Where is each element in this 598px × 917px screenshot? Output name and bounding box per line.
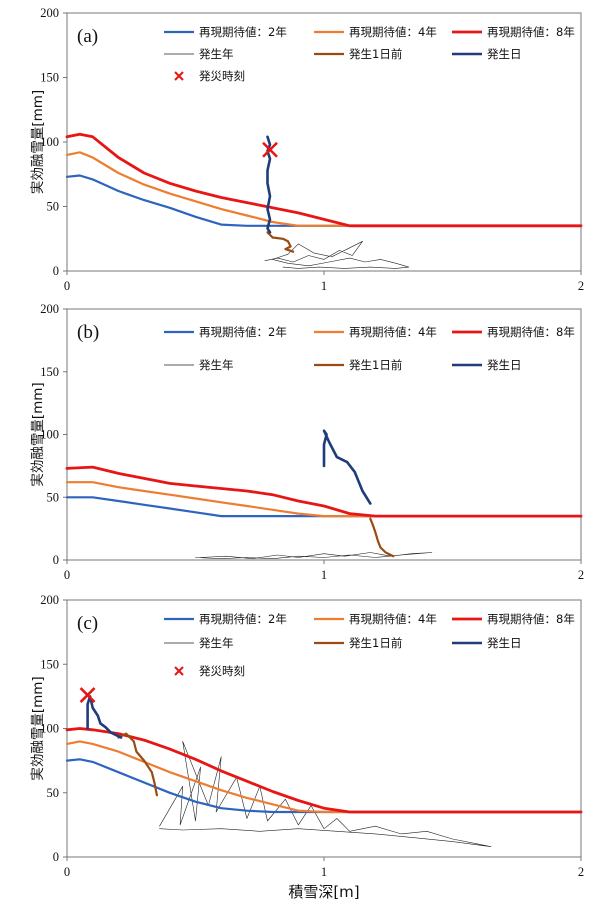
y-tick-label: 0 <box>53 553 59 567</box>
panel-label: (a) <box>77 26 98 47</box>
series-line-1 <box>65 481 583 518</box>
series-line-2 <box>65 132 583 228</box>
plot-frame <box>66 308 582 561</box>
legend-label: 発生1日前 <box>349 47 402 61</box>
y-tick-label: 150 <box>40 71 59 85</box>
legend-label: 発生日 <box>487 636 522 650</box>
disaster-time-marker <box>262 141 278 158</box>
y-tick-label: 50 <box>47 786 60 800</box>
x-tick-label: 0 <box>64 865 70 879</box>
legend-label: 再現期待値：2年 <box>199 325 287 339</box>
y-tick-label: 100 <box>40 428 59 442</box>
series-line-1 <box>65 151 583 227</box>
disaster-time-marker <box>79 687 96 704</box>
legend-label: 発災時刻 <box>199 69 245 83</box>
series-line-5 <box>86 695 123 739</box>
legend-label: 発生日 <box>487 358 522 372</box>
legend-label: 再現期待値：4年 <box>349 612 437 626</box>
x-tick-label: 2 <box>578 568 584 582</box>
y-tick-label: 150 <box>40 657 59 671</box>
y-axis-label: 実効融雪量[mm] <box>30 382 46 486</box>
legend-label: 発生日 <box>487 47 522 61</box>
marker-stroke <box>79 687 96 704</box>
x-tick-label: 0 <box>64 568 70 582</box>
series-line-4 <box>369 517 395 558</box>
panel-label: (c) <box>77 613 98 634</box>
legend-label: 発生1日前 <box>349 358 402 372</box>
series-line-3 <box>264 241 410 269</box>
y-tick-label: 200 <box>40 302 59 316</box>
x-tick-label: 2 <box>578 865 584 879</box>
series-line-3 <box>195 552 433 559</box>
y-tick-label: 200 <box>40 593 59 607</box>
chart-panel-c: 0 50 100 150 200 0 1 2 実効融雪量[mm] 積雪深[m] (c) 再現期待値：2… <box>30 593 584 901</box>
y-tick-label: 0 <box>53 264 59 278</box>
legend-swatch <box>174 666 184 676</box>
legend-label: 再現期待値：2年 <box>199 612 287 626</box>
legend-swatch <box>174 71 184 81</box>
series-line-0 <box>65 758 583 814</box>
y-tick-label: 150 <box>40 365 59 379</box>
x-axis-label: 積雪深[m] <box>288 883 359 901</box>
legend-label: 発生年 <box>199 358 234 372</box>
x-tick-label: 2 <box>578 279 584 293</box>
legend-label: 再現期待値：2年 <box>199 25 287 39</box>
series-line-5 <box>322 429 372 505</box>
series-line-4 <box>266 231 295 253</box>
series-line-3 <box>159 741 492 847</box>
x-tick-label: 0 <box>64 279 70 293</box>
y-tick-label: 100 <box>40 722 59 736</box>
panel-label: (b) <box>77 322 99 343</box>
y-axis-label: 実効融雪量[mm] <box>30 676 46 780</box>
legend-label: 発生年 <box>199 636 234 650</box>
legend-label: 発生1日前 <box>349 636 402 650</box>
y-axis-label: 実効融雪量[mm] <box>30 90 46 194</box>
y-tick-label: 0 <box>53 850 59 864</box>
legend-label: 発災時刻 <box>199 664 245 678</box>
series-line-2 <box>65 465 583 518</box>
x-tick-label: 1 <box>321 865 327 879</box>
legend-label: 再現期待値：8年 <box>487 25 575 39</box>
series-line-1 <box>65 740 583 814</box>
legend-label: 再現期待値：8年 <box>487 325 575 339</box>
legend-label: 再現期待値：4年 <box>349 25 437 39</box>
series-line-2 <box>65 727 583 814</box>
y-tick-label: 50 <box>47 200 60 214</box>
series-line-4 <box>117 732 158 797</box>
x-tick-label: 1 <box>321 568 327 582</box>
y-tick-label: 200 <box>40 6 59 20</box>
legend-label: 発生年 <box>199 47 234 61</box>
x-tick-label: 1 <box>321 279 327 293</box>
marker-stroke <box>262 141 278 158</box>
legend-label: 再現期待値：8年 <box>487 612 575 626</box>
y-tick-label: 100 <box>40 135 59 149</box>
y-tick-label: 50 <box>47 490 60 504</box>
legend-label: 再現期待値：4年 <box>349 325 437 339</box>
